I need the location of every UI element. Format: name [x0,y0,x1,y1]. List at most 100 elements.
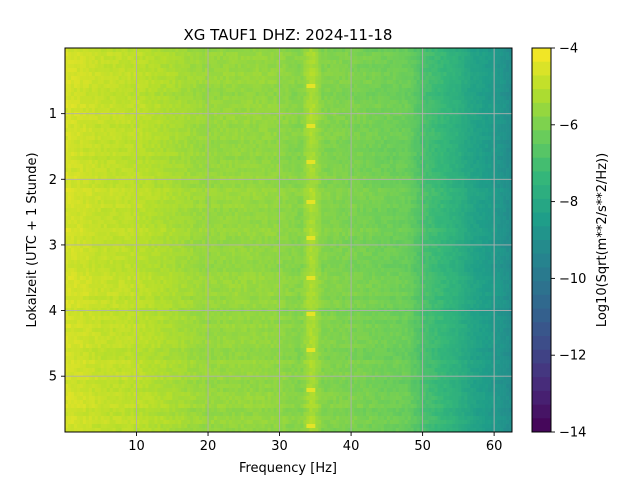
heatmap-cell [205,128,209,133]
heatmap-cell [79,88,84,93]
heatmap-cell [318,124,322,129]
heatmap-cell [416,72,420,77]
heatmap-cell [76,152,81,157]
heatmap-cell [219,148,224,153]
heatmap-cell [446,124,450,129]
heatmap-cell [175,48,179,53]
heatmap-cell [181,140,185,145]
heatmap-cell [327,104,331,109]
heatmap-cell [368,112,373,117]
heatmap-cell [208,80,212,85]
heatmap-cell [139,152,143,157]
heatmap-cell [249,128,254,133]
heatmap-cell [196,128,200,133]
heatmap-cell [160,68,164,73]
heatmap-cell [327,176,331,181]
heatmap-cell [79,56,84,61]
heatmap-cell [85,124,90,129]
heatmap-cell [136,136,140,141]
heatmap-cell [214,152,218,157]
heatmap-cell [315,172,319,177]
heatmap-cell [225,128,230,133]
heatmap-cell [327,156,331,161]
heatmap-cell [458,116,462,121]
heatmap-cell [214,48,218,53]
heatmap-cell [211,96,215,101]
heatmap-cell [503,112,507,117]
heatmap-cell [112,132,117,137]
heatmap-cell [228,100,233,105]
heatmap-cell [431,52,435,57]
heatmap-cell [365,104,370,109]
heatmap-cell [82,136,87,141]
heatmap-cell [491,164,495,169]
heatmap-cell [240,64,245,69]
heatmap-cell [401,128,406,133]
heatmap-cell [252,144,257,149]
heatmap-cell [434,112,438,117]
heatmap-cell [464,76,468,81]
heatmap-cell [398,60,403,65]
heatmap-cell [252,124,257,129]
heatmap-cell [321,148,325,153]
heatmap-cell [365,72,370,77]
heatmap-cell [65,156,69,161]
heatmap-cell [461,100,465,105]
heatmap-cell [237,84,242,89]
heatmap-cell [291,112,295,117]
heatmap-cell [309,48,313,53]
heatmap-cell [294,112,298,117]
heatmap-cell [374,104,379,109]
heatmap-cell [386,112,391,117]
heatmap-cell [267,160,271,165]
heatmap-cell [225,68,230,73]
heatmap-cell [225,60,230,65]
heatmap-cell [398,160,403,165]
heatmap-cell [264,52,268,57]
heatmap-cell [112,104,117,109]
heatmap-cell [151,60,155,65]
heatmap-cell [157,60,161,65]
heatmap-cell [91,156,96,161]
heatmap-cell [205,172,209,177]
heatmap-cell [151,104,155,109]
heatmap-cell [243,104,248,109]
heatmap-cell [151,168,155,173]
heatmap-cell [133,80,137,85]
heatmap-cell [255,116,260,121]
heatmap-cell [127,156,131,161]
heatmap-cell [315,112,319,117]
heatmap-cell [214,160,218,165]
heatmap-cell [106,80,111,85]
heatmap-cell [166,160,170,165]
heatmap-cell [446,64,450,69]
heatmap-cell [121,180,125,185]
heatmap-cell [309,148,313,153]
heatmap-cell [255,168,260,173]
heatmap-cell [297,68,301,73]
heatmap-cell [166,56,170,61]
heatmap-cell [193,84,197,89]
heatmap-cell [65,104,69,109]
heatmap-cell [473,148,477,153]
heatmap-cell [503,104,507,109]
heatmap-cell [461,164,465,169]
heatmap-cell [214,144,218,149]
heatmap-cell [413,56,417,61]
heatmap-cell [115,132,119,137]
heatmap-cell [79,144,84,149]
heatmap-cell [100,48,105,53]
heatmap-cell [67,144,72,149]
heatmap-cell [458,152,462,157]
heatmap-cell [464,152,468,157]
heatmap-cell [85,48,90,53]
heatmap-cell [70,96,75,101]
heatmap-cell [240,76,245,81]
heatmap-cell [485,84,489,89]
heatmap-cell [103,100,108,105]
heatmap-cell [404,120,409,125]
heatmap-cell [91,72,96,77]
heatmap-cell [398,128,403,133]
heatmap-cell [443,176,447,181]
heatmap-cell [422,176,426,181]
